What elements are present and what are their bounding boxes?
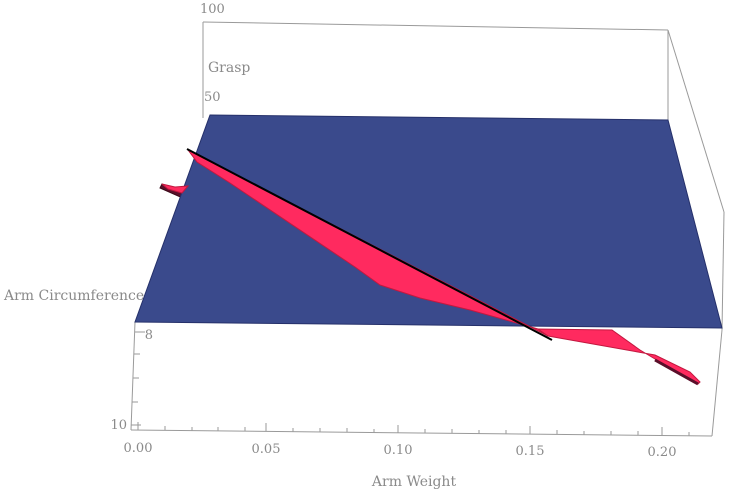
y-tick-label: 10 bbox=[110, 418, 127, 433]
y-axis-label: Arm Circumference bbox=[3, 288, 144, 304]
x-axis: 0.00 0.05 0.10 0.15 0.20 Arm Weight bbox=[124, 422, 690, 490]
bounding-box bbox=[130, 21, 725, 437]
ribbon-edge-lower bbox=[654, 358, 699, 386]
z-tick-label: 50 bbox=[204, 90, 221, 105]
box-edge-front-bottom bbox=[130, 429, 713, 437]
z-axis-label: Grasp bbox=[208, 60, 250, 76]
z-axis: 100 50 Grasp bbox=[200, 2, 250, 105]
z-tick-label: 100 bbox=[200, 2, 225, 17]
x-axis-label: Arm Weight bbox=[371, 474, 457, 490]
x-tick-label: 0.05 bbox=[252, 442, 281, 457]
x-tick-label: 0.20 bbox=[648, 445, 677, 460]
y-axis: 8 10 Arm Circumference bbox=[3, 288, 153, 433]
black-line bbox=[186, 148, 553, 341]
ribbon-surface-lower bbox=[536, 328, 701, 385]
box-edge-back-top bbox=[202, 21, 669, 31]
x-tick-label: 0.15 bbox=[516, 444, 545, 459]
box-edge-right-lower bbox=[711, 329, 723, 437]
box-edge-right-top bbox=[667, 29, 725, 213]
plane-surface bbox=[134, 114, 723, 329]
ribbon-surface-lip bbox=[161, 183, 190, 194]
y-tick-label: 8 bbox=[145, 328, 153, 343]
box-edge-left-vertical bbox=[130, 321, 136, 431]
box-edge-right-vertical bbox=[721, 211, 725, 331]
x-tick-label: 0.00 bbox=[124, 441, 153, 456]
x-tick-label: 0.10 bbox=[384, 443, 413, 458]
